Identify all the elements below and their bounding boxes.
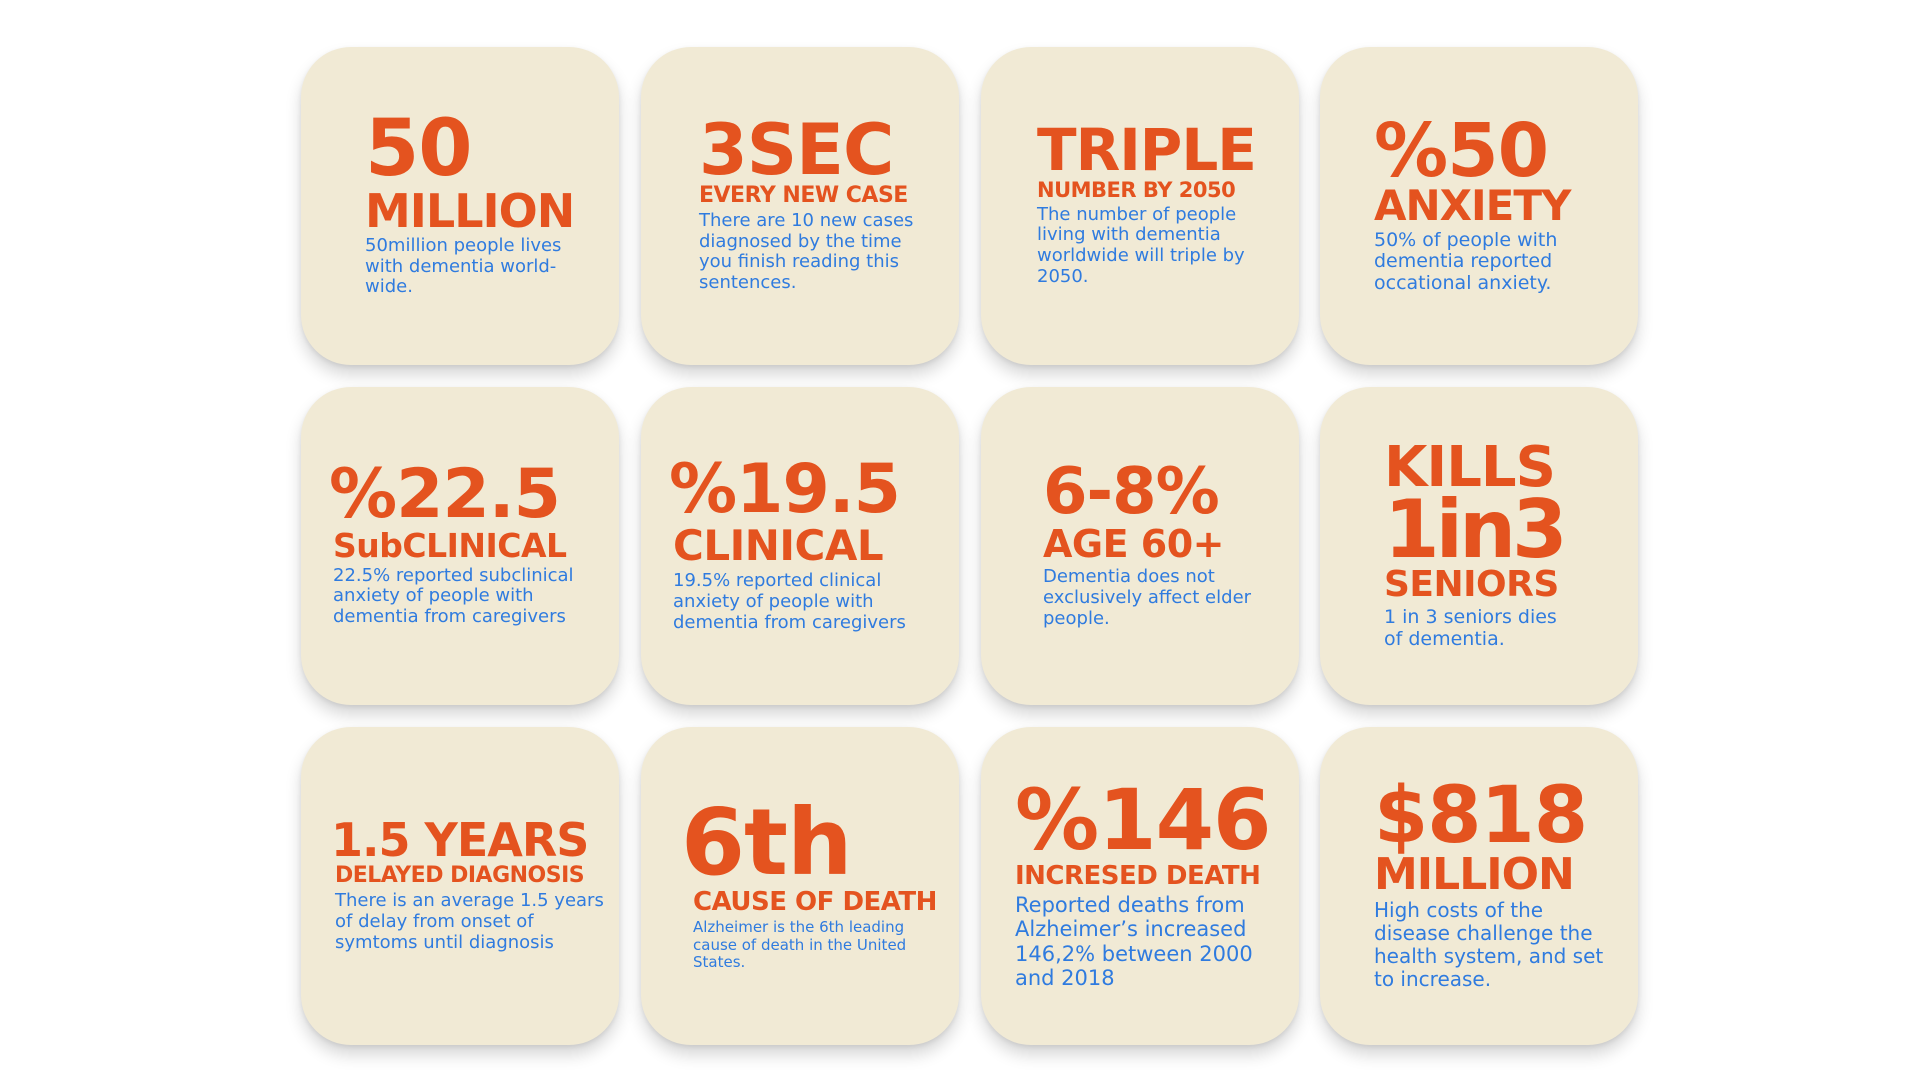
stat-headline: 50 [365,103,473,194]
stat-headline: 1.5 YEARS [331,812,589,867]
stat-description: 22.5% reported subclinical anxiety of pe… [333,564,574,628]
stat-description: 50% of people with dementia reported occ… [1374,228,1558,295]
stat-description: Alzheimer is the 6th leading cause of de… [693,918,907,971]
stat-description: Reported deaths from Alzheimer’s increas… [1015,893,1253,990]
stat-subheadline: NUMBER BY 2050 [1037,177,1236,202]
stat-description: Dementia does not exclusively affect eld… [1043,566,1252,629]
stat-headline: 6-8% [1043,454,1220,529]
stat-card-818-million: $818 MILLION High costs of the disease c… [1320,727,1638,1045]
stat-headline: %50 [1374,107,1549,194]
stat-card-anxiety: %50 ANXIETY 50% of people with dementia … [1320,47,1638,365]
stat-card-subclinical: %22.5 SubCLINICAL 22.5% reported subclin… [301,387,619,705]
stat-description: There is an average 1.5 years of delay f… [335,890,604,953]
stat-card-increased-death: %146 INCRESED DEATH Reported deaths from… [981,727,1299,1045]
stat-card-50-million: 50 MILLION 50million people lives with d… [301,47,619,365]
stat-headline: $818 [1374,770,1588,861]
stat-headline: 6th [681,788,852,896]
stat-headline: KILLS [1384,434,1556,500]
stat-card-3sec: 3SEC EVERY NEW CASE There are 10 new cas… [641,47,959,365]
stat-description: 50million people lives with dementia wor… [365,235,562,298]
stat-headline-2: MILLION [1374,848,1575,900]
stat-description: There are 10 new cases diagnosed by the … [699,209,914,293]
stat-headline: %19.5 [669,449,901,529]
stat-subheadline: INCRESED DEATH [1015,861,1261,892]
stat-card-delayed-diagnosis: 1.5 YEARS DELAYED DIAGNOSIS There is an … [301,727,619,1045]
stat-subheadline: CAUSE OF DEATH [693,887,937,918]
stat-subheadline: SubCLINICAL [333,525,567,565]
stat-card-clinical: %19.5 CLINICAL 19.5% reported clinical a… [641,387,959,705]
stat-description: 19.5% reported clinical anxiety of peopl… [673,570,906,633]
stat-headline: %146 [1015,771,1272,870]
stat-headline-2: ANXIETY [1374,180,1571,230]
stat-headline: %22.5 [329,455,561,535]
stat-subheadline: EVERY NEW CASE [699,182,908,208]
stat-card-triple: TRIPLE NUMBER BY 2050 The number of peop… [981,47,1299,365]
stat-description: The number of people living with dementi… [1037,203,1245,287]
stat-card-cause-of-death: 6th CAUSE OF DEATH Alzheimer is the 6th … [641,727,959,1045]
stat-description: High costs of the disease challenge the … [1374,898,1604,992]
stat-description: 1 in 3 seniors dies of dementia. [1384,605,1557,650]
stat-subheadline: CLINICAL [673,521,884,571]
stat-card-kills-1in3: KILLS 1in3 SENIORS 1 in 3 seniors dies o… [1320,387,1638,705]
stat-subheadline: AGE 60+ [1043,522,1225,567]
stat-headline-2: 1in3 [1384,483,1568,577]
stat-headline-2: MILLION [365,183,575,238]
stat-headline: TRIPLE [1037,116,1257,185]
stat-headline: 3SEC [699,109,894,192]
stat-subheadline: DELAYED DIAGNOSIS [335,863,585,889]
stat-card-age-60: 6-8% AGE 60+ Dementia does not exclusive… [981,387,1299,705]
stat-subheadline: SENIORS [1384,563,1559,605]
